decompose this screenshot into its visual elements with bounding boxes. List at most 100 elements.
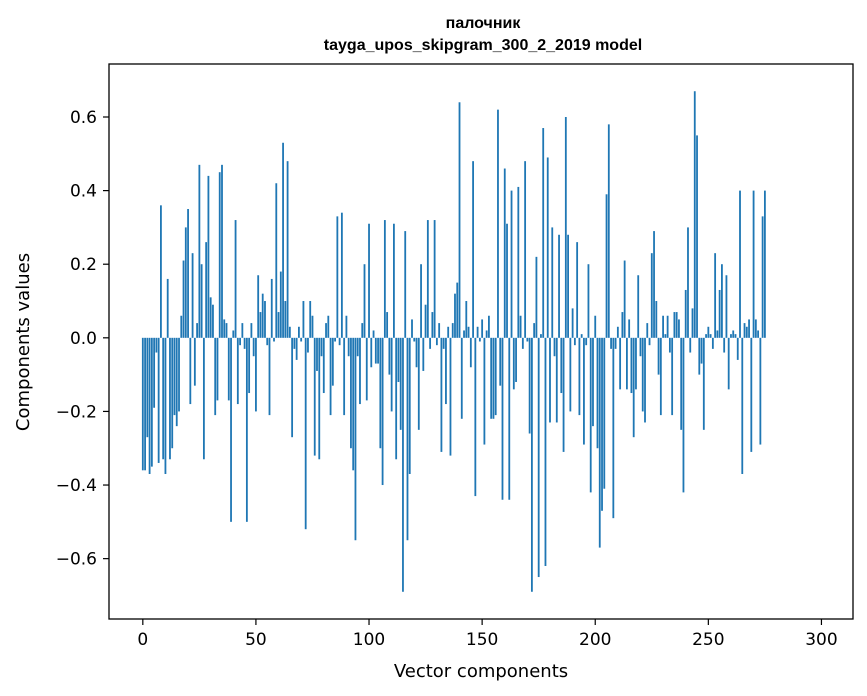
bar-270 <box>752 190 755 338</box>
bar-214 <box>626 337 628 390</box>
bar-264 <box>739 190 741 338</box>
bar-184 <box>558 234 560 338</box>
bar-240 <box>684 289 687 338</box>
bar-34 <box>218 172 221 338</box>
bar-170 <box>526 337 529 342</box>
bar-213 <box>623 260 626 338</box>
bar-248 <box>702 337 705 430</box>
bar-166 <box>517 186 520 338</box>
bar-217 <box>632 337 635 438</box>
bar-229 <box>659 337 662 416</box>
bar-73 <box>307 337 309 353</box>
x-ticks: 0 50 100 150 200 250 300 <box>137 619 838 650</box>
bar-172 <box>530 337 533 592</box>
bar-61 <box>279 271 282 338</box>
bar-29 <box>207 175 210 338</box>
bar-1 <box>144 337 146 471</box>
bar-274 <box>761 216 764 338</box>
bar-44 <box>241 323 244 338</box>
bar-154 <box>490 337 493 419</box>
bar-152 <box>485 330 488 338</box>
bar-266 <box>743 323 746 338</box>
bar-56 <box>268 337 271 416</box>
bar-26 <box>200 264 203 338</box>
bar-272 <box>757 330 760 338</box>
bar-171 <box>528 337 531 434</box>
bar-51 <box>257 275 260 338</box>
bar-157 <box>497 109 499 338</box>
bar-271 <box>754 319 757 338</box>
bar-245 <box>696 135 698 338</box>
bar-23 <box>193 337 196 386</box>
plot-frame <box>108 63 854 620</box>
bar-12 <box>169 337 171 460</box>
bar-234 <box>671 337 674 416</box>
bar-71 <box>302 301 305 338</box>
bar-101 <box>370 337 373 368</box>
y-tick-label: 0.2 <box>70 255 97 275</box>
bar-45 <box>243 337 246 349</box>
chart-title-line-2: tayga_upos_skipgram_300_2_2019 model <box>324 37 642 54</box>
bar-202 <box>598 337 601 548</box>
bar-3 <box>148 337 151 474</box>
bar-178 <box>544 337 547 566</box>
bar-95 <box>356 337 359 357</box>
bar-246 <box>698 337 701 375</box>
bar-200 <box>594 315 597 338</box>
bar-186 <box>562 337 565 452</box>
bar-180 <box>549 337 551 423</box>
bar-238 <box>680 337 683 430</box>
bar-254 <box>716 330 719 338</box>
bar-88 <box>340 212 343 338</box>
bar-47 <box>248 337 251 394</box>
bar-41 <box>234 220 237 338</box>
bar-212 <box>621 312 624 338</box>
bar-241 <box>687 227 689 338</box>
bar-69 <box>298 326 300 338</box>
bar-250 <box>707 326 710 338</box>
bar-16 <box>178 337 180 412</box>
bar-149 <box>478 337 481 342</box>
bar-173 <box>533 323 536 338</box>
bar-137 <box>451 323 454 338</box>
x-tick-label: 300 <box>805 630 837 650</box>
bar-191 <box>573 337 576 346</box>
bar-249 <box>705 334 707 338</box>
bar-232 <box>666 315 669 338</box>
bar-230 <box>662 315 664 338</box>
bar-132 <box>440 337 443 452</box>
bar-177 <box>542 128 545 338</box>
x-tick-label: 0 <box>137 630 148 650</box>
bar-193 <box>578 337 581 416</box>
bar-221 <box>641 337 644 412</box>
bar-136 <box>449 337 452 456</box>
x-tick-label: 50 <box>245 630 267 650</box>
bars <box>141 91 766 592</box>
bar-79 <box>320 337 323 357</box>
bar-183 <box>555 337 558 423</box>
bar-198 <box>589 337 592 493</box>
bar-52 <box>259 312 262 338</box>
bar-189 <box>569 337 572 412</box>
bar-130 <box>435 337 438 346</box>
bar-175 <box>537 337 540 578</box>
bar-91 <box>347 337 350 357</box>
bar-62 <box>282 142 284 338</box>
bar-94 <box>354 337 357 541</box>
bar-24 <box>196 323 199 338</box>
bar-163 <box>510 190 513 338</box>
bar-84 <box>331 337 334 386</box>
bar-237 <box>678 319 680 338</box>
bar-7 <box>157 337 160 463</box>
bar-70 <box>300 337 303 342</box>
bar-93 <box>352 337 355 471</box>
bar-25 <box>198 164 201 338</box>
bar-262 <box>734 334 737 338</box>
bar-17 <box>180 315 183 338</box>
bar-57 <box>270 278 273 338</box>
bar-181 <box>551 227 554 338</box>
bar-239 <box>682 337 685 493</box>
bar-153 <box>488 315 490 338</box>
bar-174 <box>535 256 538 338</box>
bar-111 <box>393 223 395 338</box>
